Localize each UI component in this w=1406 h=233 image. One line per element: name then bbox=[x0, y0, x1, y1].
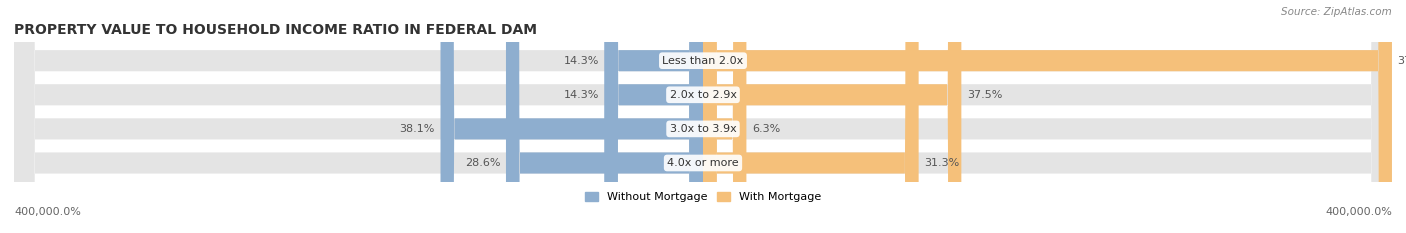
Text: Source: ZipAtlas.com: Source: ZipAtlas.com bbox=[1281, 7, 1392, 17]
FancyBboxPatch shape bbox=[14, 0, 1392, 233]
Legend: Without Mortgage, With Mortgage: Without Mortgage, With Mortgage bbox=[581, 188, 825, 207]
FancyBboxPatch shape bbox=[440, 0, 703, 233]
Text: 31.3%: 31.3% bbox=[924, 158, 959, 168]
Text: 3.0x to 3.9x: 3.0x to 3.9x bbox=[669, 124, 737, 134]
FancyBboxPatch shape bbox=[703, 0, 747, 233]
FancyBboxPatch shape bbox=[14, 0, 1392, 233]
Text: 14.3%: 14.3% bbox=[564, 90, 599, 100]
FancyBboxPatch shape bbox=[14, 0, 1392, 233]
Text: 375,000.0%: 375,000.0% bbox=[1398, 56, 1406, 66]
Text: 14.3%: 14.3% bbox=[564, 56, 599, 66]
FancyBboxPatch shape bbox=[506, 0, 703, 233]
Text: 400,000.0%: 400,000.0% bbox=[14, 207, 82, 217]
FancyBboxPatch shape bbox=[14, 0, 1392, 233]
FancyBboxPatch shape bbox=[703, 0, 962, 233]
Text: 400,000.0%: 400,000.0% bbox=[1324, 207, 1392, 217]
Text: 37.5%: 37.5% bbox=[967, 90, 1002, 100]
FancyBboxPatch shape bbox=[605, 0, 703, 233]
Text: Less than 2.0x: Less than 2.0x bbox=[662, 56, 744, 66]
Text: 6.3%: 6.3% bbox=[752, 124, 780, 134]
Text: 28.6%: 28.6% bbox=[465, 158, 501, 168]
FancyBboxPatch shape bbox=[703, 0, 1392, 233]
Text: PROPERTY VALUE TO HOUSEHOLD INCOME RATIO IN FEDERAL DAM: PROPERTY VALUE TO HOUSEHOLD INCOME RATIO… bbox=[14, 23, 537, 37]
Text: 4.0x or more: 4.0x or more bbox=[668, 158, 738, 168]
FancyBboxPatch shape bbox=[605, 0, 703, 233]
Text: 38.1%: 38.1% bbox=[399, 124, 434, 134]
FancyBboxPatch shape bbox=[703, 0, 918, 233]
Text: 2.0x to 2.9x: 2.0x to 2.9x bbox=[669, 90, 737, 100]
